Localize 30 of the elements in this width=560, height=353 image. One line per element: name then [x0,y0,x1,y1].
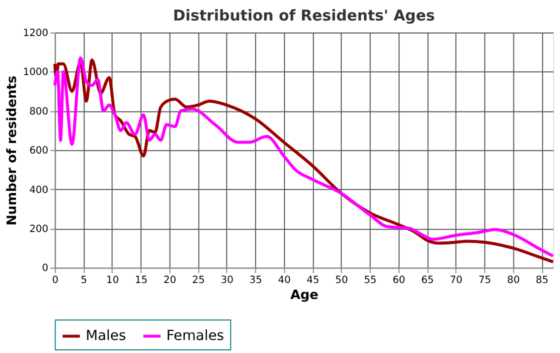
x-tick-label: 5 [80,275,88,286]
x-tick-label: 0 [52,275,58,286]
y-tick-label: 400 [29,184,48,196]
x-tick-label: 15 [134,275,148,286]
x-tick-label: 55 [364,275,377,286]
x-tick-label: 60 [392,275,406,286]
x-tick-label: 10 [106,275,119,286]
x-tick-label: 45 [306,275,320,286]
legend-label: Males [86,328,126,344]
y-tick-label: 1200 [22,28,48,40]
x-tick-label: 85 [536,275,548,286]
x-tick-label: 20 [164,275,176,286]
x-tick-label: 80 [507,275,520,286]
y-axis-title: Number of residents [4,75,20,226]
x-axis-title: Age [290,288,319,304]
y-tick-label: 600 [29,146,48,157]
x-tick-label: 30 [220,275,234,286]
y-tick-label: 0 [42,263,48,274]
y-tick-label: 1000 [22,67,48,78]
x-tick-label: 25 [192,275,205,286]
x-tick-label: 50 [335,275,348,286]
x-tick-label: 65 [421,275,434,286]
x-tick-label: 40 [278,275,291,286]
x-tick-label: 70 [450,275,463,286]
x-tick-label: 35 [249,275,262,286]
y-tick-label: 200 [29,224,48,235]
x-tick-label: 75 [478,275,492,286]
y-tick-label: 800 [29,106,48,118]
chart-title: Distribution of Residents' Ages [172,6,435,25]
legend-label: Females [166,328,224,344]
